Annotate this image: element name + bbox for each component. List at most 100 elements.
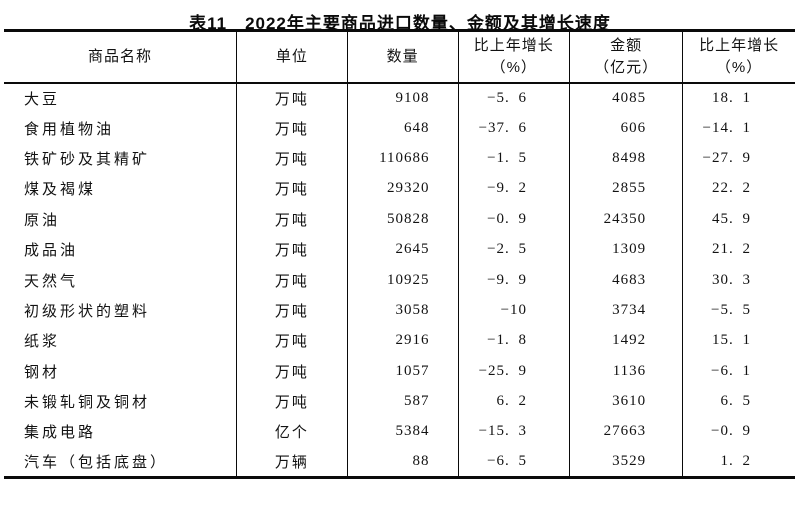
cell-unit: 万吨	[236, 264, 348, 296]
cell-quantity: 2916	[346, 325, 459, 357]
cell-amount: 1309	[569, 234, 683, 265]
cell-commodity-name: 集成电路	[24, 425, 97, 442]
cell-commodity-name: 原油	[24, 212, 61, 229]
cell-amount: 1492	[569, 325, 683, 357]
table-row: 天然气 万吨 10925 −9. 9 4683 30. 3	[4, 264, 795, 296]
cell-unit: 万吨	[236, 204, 348, 235]
header-label: 金额	[610, 37, 643, 54]
col-header-amount: 金额 （亿元）	[569, 30, 683, 84]
cell-quantity-growth: −10	[457, 295, 570, 326]
cell-quantity-growth: −2. 5	[457, 234, 570, 265]
cell-quantity: 5384	[346, 416, 459, 448]
header-sublabel: （亿元）	[594, 58, 659, 76]
cell-quantity: 9108	[346, 82, 459, 113]
header-sublabel: （%）	[715, 58, 763, 76]
cell-quantity-growth: −0. 9	[457, 204, 570, 235]
cell-quantity: 110686	[346, 143, 459, 174]
cell-commodity-name: 汽车（包括底盘）	[24, 455, 169, 472]
cell-quantity: 648	[346, 112, 459, 144]
table-row: 纸浆 万吨 2916 −1. 8 1492 15. 1	[4, 325, 795, 357]
col-header-unit: 单位	[236, 30, 348, 84]
col-header-commodity-name: 商品名称	[4, 30, 237, 84]
cell-unit: 万吨	[236, 82, 348, 113]
cell-amount-growth: 21. 2	[682, 234, 795, 265]
cell-unit: 万吨	[236, 295, 348, 326]
cell-unit: 万吨	[236, 143, 348, 174]
cell-quantity: 2645	[346, 234, 459, 265]
page-title: 表11 2022年主要商品进口数量、金额及其增长速度	[189, 14, 611, 33]
header-label: 单位	[275, 47, 308, 65]
table-row: 汽车（包括底盘） 万辆 88 −6. 5 3529 1. 2	[4, 447, 795, 478]
cell-amount-growth: −5. 5	[682, 295, 795, 326]
cell-amount-growth: 15. 1	[682, 325, 795, 357]
cell-amount: 3734	[569, 295, 683, 326]
cell-commodity-name: 成品油	[24, 243, 79, 260]
table-row: 大豆 万吨 9108 −5. 6 4085 18. 1	[4, 82, 795, 113]
cell-amount: 24350	[569, 204, 683, 235]
header-label: 比上年增长	[699, 37, 780, 54]
cell-unit: 亿个	[236, 416, 348, 448]
table-row: 食用植物油 万吨 648 −37. 6 606 −14. 1	[4, 112, 795, 144]
cell-amount-growth: 1. 2	[682, 447, 795, 478]
cell-amount: 2855	[569, 173, 683, 205]
col-header-quantity-growth: 比上年增长 （%）	[457, 30, 570, 84]
cell-amount-growth: 6. 5	[682, 386, 795, 417]
cell-amount-growth: −27. 9	[682, 143, 795, 174]
header-label: 比上年增长	[473, 37, 554, 54]
cell-quantity: 88	[346, 447, 459, 478]
cell-commodity-name: 大豆	[24, 91, 61, 108]
cell-quantity-growth: −9. 9	[457, 264, 570, 296]
header-row: 商品名称 单位 数量 比上年增长 （%） 金额 （亿元） 比上年增长	[4, 30, 795, 84]
header-label: 商品名称	[88, 47, 153, 65]
cell-amount-growth: 22. 2	[682, 173, 795, 205]
table-header: 商品名称 单位 数量 比上年增长 （%） 金额 （亿元） 比上年增长	[4, 30, 795, 84]
table-row: 初级形状的塑料 万吨 3058 −10 3734 −5. 5	[4, 295, 795, 326]
cell-amount-growth: 18. 1	[682, 82, 795, 113]
col-header-amount-growth: 比上年增长 （%）	[682, 30, 795, 84]
cell-amount: 606	[569, 112, 683, 144]
cell-unit: 万吨	[236, 112, 348, 144]
table-row: 集成电路 亿个 5384 −15. 3 27663 −0. 9	[4, 416, 795, 448]
cell-commodity-name: 食用植物油	[24, 121, 115, 138]
cell-quantity: 587	[346, 386, 459, 417]
cell-commodity-name: 未锻轧铜及铜材	[24, 395, 151, 412]
cell-quantity: 50828	[346, 204, 459, 235]
cell-quantity-growth: −15. 3	[457, 416, 570, 448]
cell-amount: 1136	[569, 356, 683, 387]
cell-unit: 万吨	[236, 173, 348, 205]
cell-quantity-growth: −37. 6	[457, 112, 570, 144]
cell-quantity-growth: −25. 9	[457, 356, 570, 387]
cell-unit: 万吨	[236, 386, 348, 417]
cell-amount: 4683	[569, 264, 683, 296]
cell-amount: 3529	[569, 447, 683, 478]
cell-amount: 8498	[569, 143, 683, 174]
import-commodities-table: 商品名称 单位 数量 比上年增长 （%） 金额 （亿元） 比上年增长	[4, 29, 795, 480]
cell-amount-growth: 45. 9	[682, 204, 795, 235]
cell-commodity-name: 煤及褐煤	[24, 182, 97, 199]
table-row: 煤及褐煤 万吨 29320 −9. 2 2855 22. 2	[4, 173, 795, 205]
cell-amount: 4085	[569, 82, 683, 113]
cell-commodity-name: 天然气	[24, 273, 79, 290]
cell-commodity-name: 初级形状的塑料	[24, 303, 151, 320]
header-label: 数量	[386, 47, 419, 65]
table-row: 成品油 万吨 2645 −2. 5 1309 21. 2	[4, 234, 795, 265]
table-body: 大豆 万吨 9108 −5. 6 4085 18. 1 食用植物油 万吨 648…	[4, 82, 795, 478]
cell-amount-growth: 30. 3	[682, 264, 795, 296]
cell-quantity-growth: −1. 8	[457, 325, 570, 357]
cell-commodity-name: 铁矿砂及其精矿	[24, 151, 151, 168]
cell-quantity: 3058	[346, 295, 459, 326]
cell-quantity-growth: −9. 2	[457, 173, 570, 205]
cell-commodity-name: 钢材	[24, 364, 61, 381]
cell-quantity: 10925	[346, 264, 459, 296]
table-row: 未锻轧铜及铜材 万吨 587 6. 2 3610 6. 5	[4, 386, 795, 417]
col-header-quantity: 数量	[346, 30, 459, 84]
cell-unit: 万辆	[236, 447, 348, 478]
cell-unit: 万吨	[236, 234, 348, 265]
cell-quantity-growth: 6. 2	[457, 386, 570, 417]
cell-amount: 27663	[569, 416, 683, 448]
table-row: 铁矿砂及其精矿 万吨 110686 −1. 5 8498 −27. 9	[4, 143, 795, 174]
cell-amount-growth: −0. 9	[682, 416, 795, 448]
cell-amount-growth: −6. 1	[682, 356, 795, 387]
cell-unit: 万吨	[236, 325, 348, 357]
